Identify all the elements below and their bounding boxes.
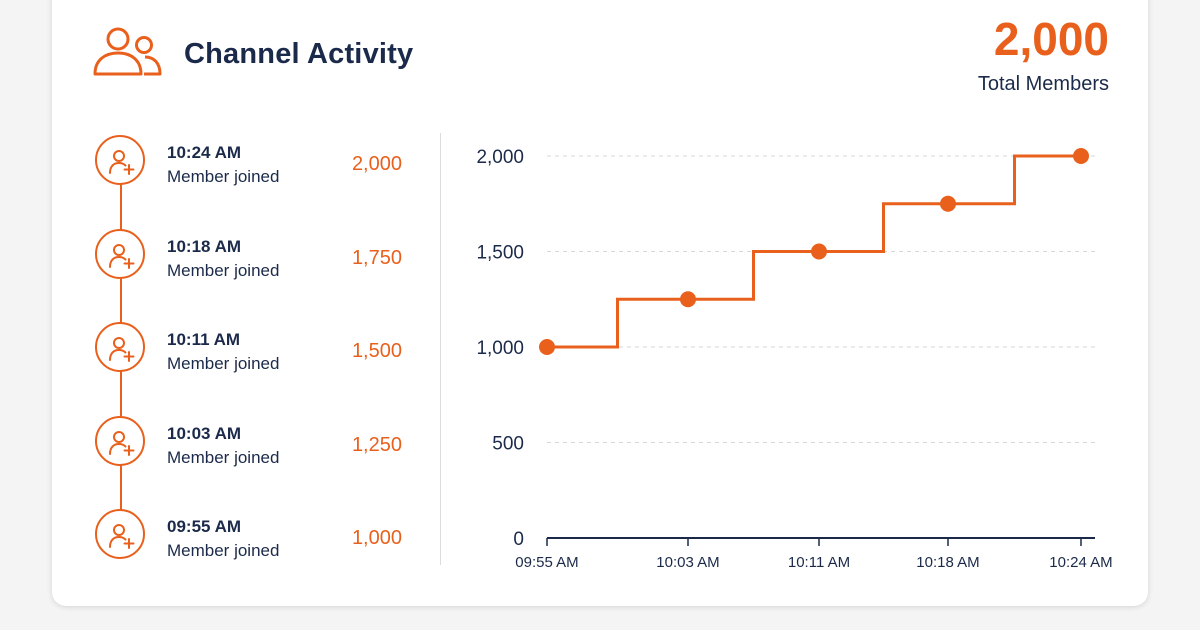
user-plus-icon bbox=[95, 229, 145, 279]
event-time: 10:24 AM bbox=[167, 143, 242, 162]
total-members-label: Total Members bbox=[977, 73, 1109, 95]
event-time: 09:55 AM bbox=[167, 517, 242, 536]
timeline-item: 10:24 AM Member joined 2,000 bbox=[95, 135, 415, 187]
event-description: Member joined bbox=[167, 261, 280, 280]
user-plus-icon bbox=[95, 322, 145, 372]
x-tick-label: 10:18 AM bbox=[916, 554, 979, 571]
event-count: 2,000 bbox=[351, 153, 402, 175]
x-tick-label: 10:03 AM bbox=[656, 554, 719, 571]
data-point bbox=[680, 291, 696, 308]
event-description: Member joined bbox=[167, 167, 280, 186]
event-description: Member joined bbox=[167, 354, 280, 373]
event-count: 1,500 bbox=[351, 340, 402, 362]
event-count: 1,250 bbox=[351, 434, 402, 456]
data-point bbox=[539, 339, 555, 355]
timeline-item: 10:03 AM Member joined 1,250 bbox=[95, 416, 415, 468]
users-icon bbox=[93, 27, 162, 76]
section-divider bbox=[440, 133, 441, 565]
event-description: Member joined bbox=[167, 541, 280, 560]
event-time: 10:18 AM bbox=[167, 237, 242, 256]
total-members-count: 2,000 bbox=[993, 13, 1109, 65]
y-tick-label: 500 bbox=[492, 434, 524, 455]
y-tick-label: 0 bbox=[513, 529, 524, 550]
event-description: Member joined bbox=[167, 448, 280, 467]
timeline-item: 10:18 AM Member joined 1,750 bbox=[95, 229, 415, 281]
timeline-item: 09:55 AM Member joined 1,000 bbox=[95, 509, 415, 561]
page-title: Channel Activity bbox=[184, 38, 414, 70]
y-tick-label: 1,500 bbox=[476, 243, 524, 264]
x-tick-label: 09:55 AM bbox=[515, 554, 578, 571]
y-tick-label: 2,000 bbox=[476, 147, 524, 168]
activity-card bbox=[52, 0, 1148, 606]
data-point bbox=[940, 195, 956, 212]
user-plus-icon bbox=[95, 416, 145, 466]
y-tick-label: 1,000 bbox=[476, 338, 524, 359]
event-time: 10:03 AM bbox=[167, 424, 242, 443]
data-point bbox=[1073, 148, 1089, 164]
x-tick-label: 10:24 AM bbox=[1049, 554, 1112, 571]
data-point bbox=[811, 243, 827, 260]
event-time: 10:11 AM bbox=[167, 330, 241, 349]
event-count: 1,000 bbox=[351, 527, 402, 549]
user-plus-icon bbox=[95, 135, 145, 185]
x-tick-label: 10:11 AM bbox=[788, 554, 850, 571]
user-plus-icon bbox=[95, 509, 145, 559]
event-count: 1,750 bbox=[351, 247, 402, 269]
member-growth-chart: 0 500 1,000 1,500 2,000 09:55 AM 10:03 AM 10:11… bbox=[476, 147, 1112, 571]
timeline-item: 10:11 AM Member joined 1,500 bbox=[95, 322, 415, 374]
